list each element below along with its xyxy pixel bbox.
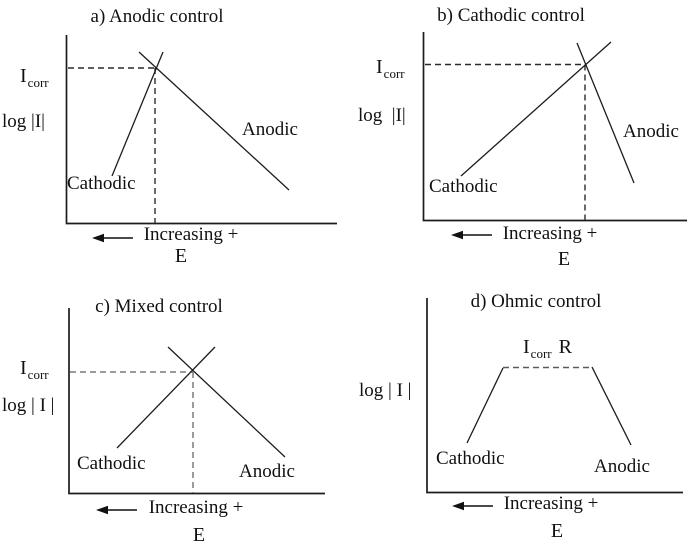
left-arrow-icon xyxy=(96,505,137,515)
y-axis-label: log |I| xyxy=(2,111,45,132)
e-axis-label: E xyxy=(192,524,206,546)
increasing-e-label: Increasing + xyxy=(143,224,239,245)
corr-subscript: corr xyxy=(27,75,49,90)
panel-c-title: c) Mixed control xyxy=(95,296,223,317)
icorr-base: I xyxy=(20,357,27,379)
cathodic-line xyxy=(116,346,216,449)
icorr-label: Icorr xyxy=(376,56,405,81)
axes-line xyxy=(426,298,683,494)
icorr-base: I xyxy=(523,336,530,358)
anodic-line xyxy=(138,51,290,191)
cathodic-curve-label: Cathodic xyxy=(67,173,136,194)
corr-subscript: corr xyxy=(530,346,552,361)
axes-line xyxy=(422,32,687,222)
anodic-line xyxy=(167,346,286,458)
e-axis-label: E xyxy=(557,248,571,270)
corr-subscript: corr xyxy=(27,367,49,382)
cathodic-line xyxy=(111,51,164,177)
cathodic-curve-label: Cathodic xyxy=(77,453,146,474)
panel-ohmic-control: d) Ohmic control Icorr R log | I | Cathod… xyxy=(344,275,688,549)
icorr-label: Icorr xyxy=(20,65,49,90)
y-axis-label: log | I | xyxy=(359,380,412,401)
anodic-curve-label: Anodic xyxy=(594,456,650,477)
anodic-line xyxy=(576,42,635,184)
panel-mixed-control: c) Mixed control Icorr log | I | Cathodi… xyxy=(0,275,344,549)
left-arrow-icon xyxy=(92,233,133,243)
y-axis-label: log | I | xyxy=(2,395,55,416)
axes-line xyxy=(68,308,325,495)
anodic-curve-label: Anodic xyxy=(239,461,295,482)
increasing-e-label: Increasing + xyxy=(503,493,599,514)
left-arrow-icon xyxy=(452,501,493,511)
increasing-e-label: Increasing + xyxy=(148,497,244,518)
panel-b-plot xyxy=(422,32,687,240)
corr-subscript: corr xyxy=(383,66,405,81)
increasing-e-label: Increasing + xyxy=(502,223,598,244)
panel-a-plot xyxy=(65,35,337,243)
resistance-suffix: R xyxy=(558,336,572,358)
panel-d-plot xyxy=(426,298,683,511)
e-axis-label: E xyxy=(174,245,188,267)
anodic-line xyxy=(591,366,632,446)
left-arrow-icon xyxy=(451,230,492,240)
panel-c-plot xyxy=(68,308,325,515)
icorr-base: I xyxy=(20,65,27,87)
panel-a-title: a) Anodic control xyxy=(90,6,224,27)
cathodic-line xyxy=(466,367,504,444)
axes-line xyxy=(65,35,337,225)
anodic-curve-label: Anodic xyxy=(242,119,298,140)
icorr-base: I xyxy=(376,56,383,78)
cathodic-curve-label: Cathodic xyxy=(429,176,498,197)
panel-b-title: b) Cathodic control xyxy=(437,5,585,26)
cathodic-curve-label: Cathodic xyxy=(436,448,505,469)
e-axis-label: E xyxy=(550,520,564,542)
panel-d-title: d) Ohmic control xyxy=(470,291,602,312)
panel-anodic-control: a) Anodic control Icorr log |I| Cathodic… xyxy=(0,0,344,275)
anodic-curve-label: Anodic xyxy=(623,121,679,142)
icorr-r-label: Icorr R xyxy=(523,336,572,361)
panel-cathodic-control: b) Cathodic control Icorr log |I| Cathod… xyxy=(344,0,688,275)
cathodic-line xyxy=(460,41,612,177)
y-axis-label: log |I| xyxy=(358,105,406,126)
icorr-label: Icorr xyxy=(20,357,49,382)
